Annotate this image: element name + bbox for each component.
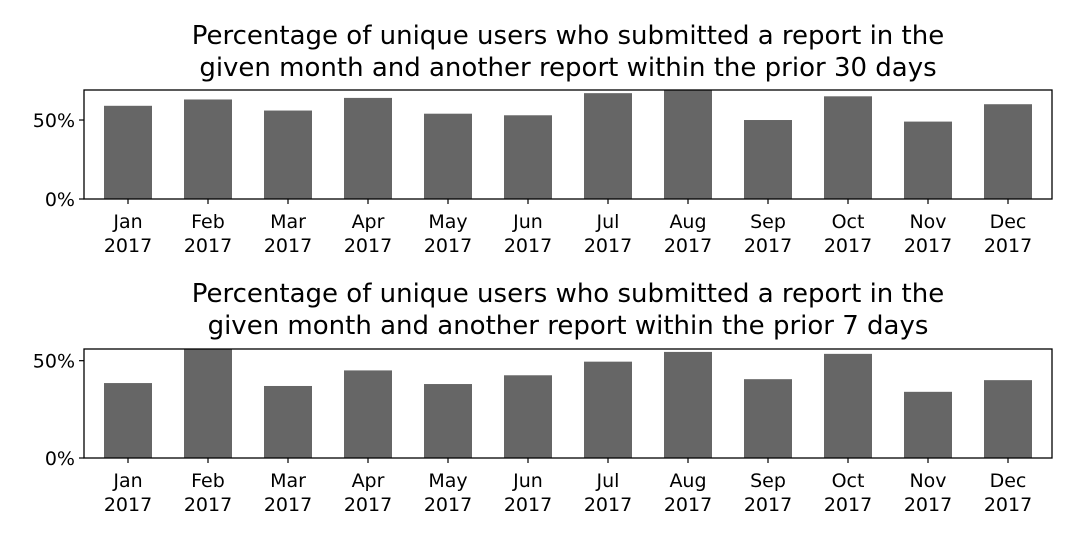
chart-2-xtick-label-year-11: 2017 [904,494,952,516]
chart-2-xtick-label-month-4: Apr [352,470,385,492]
chart-2-frame [83,348,1053,459]
chart-2-xtick-label-month-6: Jun [512,470,543,492]
chart-2-bar-3 [264,385,312,458]
chart-1-bar-11 [904,121,952,199]
chart-1-bar-1 [104,105,152,199]
chart-1-xtick-label-month-9: Sep [750,211,786,233]
chart-2-title-line-1: Percentage of unique users who submitted… [191,279,945,309]
chart-2-xtick-label-year-12: 2017 [984,494,1032,516]
chart-1-bar-10 [824,96,872,199]
chart-2-xtick-label-year-5: 2017 [424,494,472,516]
chart-1-xtick-label-month-12: Dec [990,211,1027,233]
chart-1-bar-4 [344,97,392,199]
chart-2-xtick-label-month-9: Sep [750,470,786,492]
chart-2-xtick-label-year-10: 2017 [824,494,872,516]
chart-1-ytick-label-1: 0% [45,189,75,211]
chart-2-title-line-2: given month and another report within th… [207,311,929,341]
chart-1-bar-9 [744,120,792,199]
chart-1-xtick-label-year-7: 2017 [584,235,632,257]
chart-2-xtick-label-year-2: 2017 [184,494,232,516]
chart-1-xtick-label-month-10: Oct [832,211,865,233]
chart-2-xtick-label-year-1: 2017 [104,494,152,516]
chart-1-xtick-label-month-6: Jun [512,211,543,233]
chart-1-bar-12 [984,104,1032,199]
chart-1-bar-8 [664,90,712,199]
chart-2-xtick-label-year-3: 2017 [264,494,312,516]
chart-2-bar-10 [824,353,872,458]
chart-1-xtick-label-year-11: 2017 [904,235,952,257]
chart-2-bar-9 [744,379,792,458]
chart-2-bar-4 [344,370,392,458]
chart-2-xtick-label-month-5: May [428,470,467,492]
chart-1-xtick-label-month-11: Nov [909,211,946,233]
chart-2-bar-1 [104,383,152,458]
chart-1-xtick-label-year-8: 2017 [664,235,712,257]
chart-1-frame [83,89,1053,200]
chart-2-xtick-label-month-7: Jul [596,470,620,492]
chart-1-xtick-label-month-4: Apr [352,211,385,233]
chart-1-bar-7 [584,93,632,199]
chart-1-bar-6 [504,115,552,199]
chart-2-bar-12 [984,380,1032,458]
chart-1-ytick-label-2: 50% [33,110,75,132]
chart-1-bar-2 [184,99,232,199]
chart-2-bar-7 [584,361,632,458]
chart-2-xtick-label-month-8: Aug [669,470,706,492]
chart-1-xtick-label-month-5: May [428,211,467,233]
chart-1-title-line-1: Percentage of unique users who submitted… [191,21,945,51]
chart-2-title: Percentage of unique users who submitted… [84,278,1052,342]
chart-2-bar-8 [664,351,712,458]
chart-1-bar-3 [264,110,312,199]
chart-1-xtick-label-year-5: 2017 [424,235,472,257]
chart-1-xtick-label-month-1: Jan [112,211,142,233]
chart-2-xtick-label-month-1: Jan [112,470,142,492]
chart-2-xtick-label-year-7: 2017 [584,494,632,516]
chart-2-xtick-label-month-11: Nov [909,470,946,492]
chart-1-xtick-label-month-8: Aug [669,211,706,233]
chart-1-xtick-label-year-2: 2017 [184,235,232,257]
chart-2-bar-2 [184,349,232,458]
chart-2-xtick-label-year-9: 2017 [744,494,792,516]
chart-1-xtick-label-year-12: 2017 [984,235,1032,257]
chart-2-xtick-label-year-6: 2017 [504,494,552,516]
chart-2-ytick-label-2: 50% [33,351,75,373]
chart-2-bar-5 [424,384,472,458]
chart-1-xtick-label-year-1: 2017 [104,235,152,257]
chart-1-xtick-label-year-4: 2017 [344,235,392,257]
chart-1-xtick-label-month-7: Jul [596,211,620,233]
chart-1-title: Percentage of unique users who submitted… [84,20,1052,84]
chart-2-bar-11 [904,391,952,458]
chart-1-xtick-label-year-6: 2017 [504,235,552,257]
chart-1-title-line-2: given month and another report within th… [199,53,937,83]
chart-1-xtick-label-year-3: 2017 [264,235,312,257]
chart-1-bar-5 [424,113,472,199]
chart-2-xtick-label-month-3: Mar [270,470,306,492]
chart-2-xtick-label-month-10: Oct [832,470,865,492]
chart-2-xtick-label-year-8: 2017 [664,494,712,516]
chart-2-xtick-label-month-12: Dec [990,470,1027,492]
chart-1-xtick-label-month-2: Feb [191,211,225,233]
chart-2-xtick-label-month-2: Feb [191,470,225,492]
chart-1-xtick-label-year-10: 2017 [824,235,872,257]
chart-2-ytick-label-1: 0% [45,448,75,470]
chart-2-xtick-label-year-4: 2017 [344,494,392,516]
chart-1-xtick-label-month-3: Mar [270,211,306,233]
chart-1-xtick-label-year-9: 2017 [744,235,792,257]
chart-2-bar-6 [504,375,552,458]
